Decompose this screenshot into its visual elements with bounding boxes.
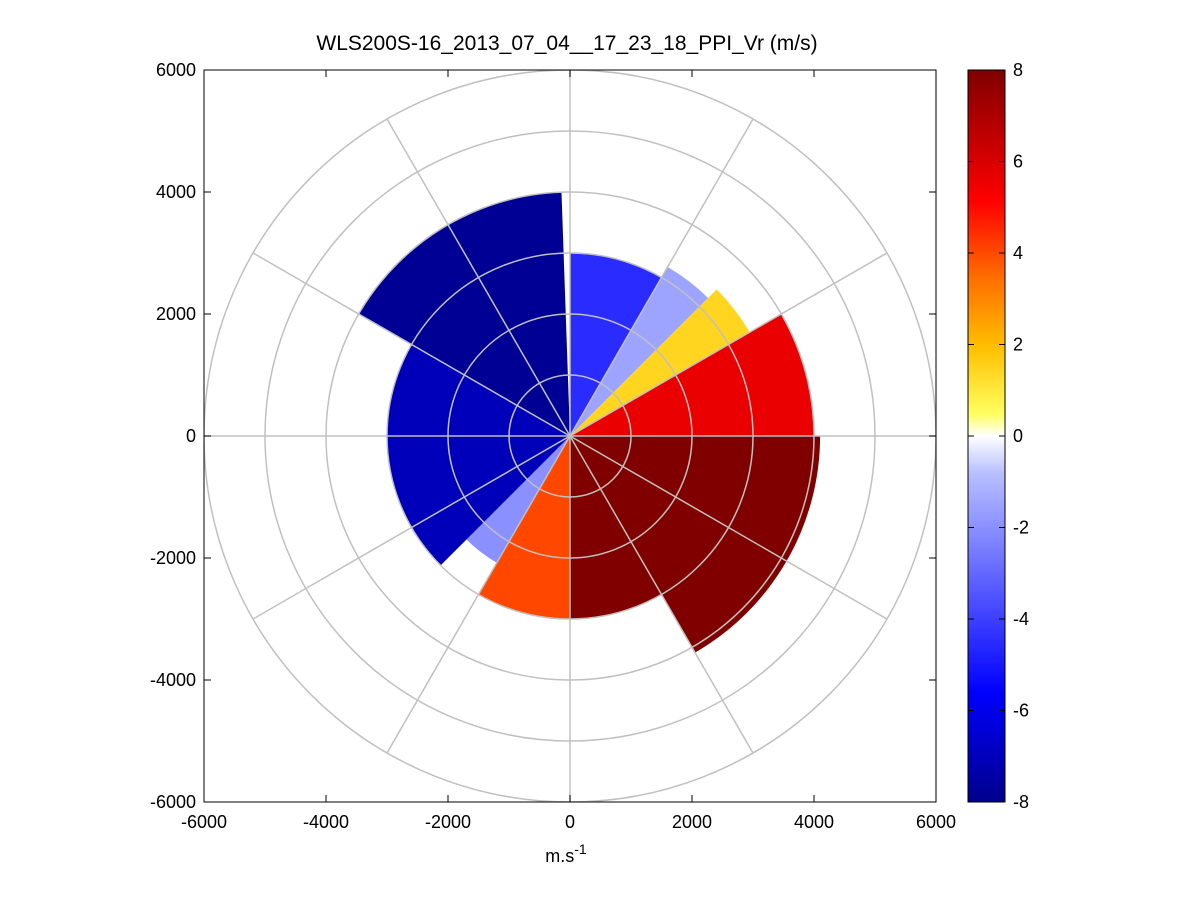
x-tick-label: 6000: [916, 812, 956, 832]
x-tick-label: 2000: [672, 812, 712, 832]
spoke-210: [386, 435, 571, 754]
velocity-sector-2: [570, 266, 709, 436]
x-tick-label: -6000: [181, 812, 227, 832]
x-tick-label: -4000: [303, 812, 349, 832]
y-tick-label: -2000: [150, 548, 196, 568]
velocity-sector-10: [358, 192, 570, 436]
x-axis-label: m.s-1: [545, 841, 587, 866]
y-tick-label: -6000: [150, 792, 196, 812]
velocity-sector-8: [466, 436, 570, 563]
colorbar-ticks: -8 -6 -4 -2 0 2 4 6 8: [968, 60, 1029, 812]
x-axis-label-exponent: -1: [574, 841, 587, 857]
y-tick-label: 6000: [156, 60, 196, 80]
velocity-sector-7: [478, 436, 570, 619]
y-tick-label: 0: [186, 426, 196, 446]
y-tick-label: -4000: [150, 670, 196, 690]
colorbar-tick-label: 8: [1013, 60, 1023, 80]
spoke-240: [252, 435, 571, 620]
spoke-60: [569, 252, 888, 437]
x-axis-label-base: m.s: [545, 846, 574, 866]
colorbar: [967, 69, 1006, 803]
colorbar-tick-label: -2: [1013, 518, 1029, 538]
velocity-sector-4: [570, 314, 814, 436]
spoke-330: [386, 118, 571, 437]
velocity-sector-3: [570, 289, 750, 436]
y-axis: -6000 -4000 -2000 0 2000 4000 6000: [150, 60, 936, 812]
velocity-sector-9: [387, 344, 570, 566]
spoke-150: [569, 435, 754, 754]
polar-grid: [204, 70, 936, 802]
colorbar-tick-label: 0: [1013, 426, 1023, 446]
velocity-field: [358, 192, 821, 653]
velocity-sector-1: [570, 253, 662, 436]
spoke-300: [252, 252, 571, 437]
colorbar-tick-label: 4: [1013, 243, 1023, 263]
y-tick-label: 2000: [156, 304, 196, 324]
x-axis: -6000 -4000 -2000 0 2000 4000 6000: [181, 70, 956, 832]
chart-title: WLS200S-16_2013_07_04__17_23_18_PPI_Vr (…: [316, 32, 817, 55]
velocity-sector-6: [570, 436, 662, 619]
spoke-120: [569, 435, 888, 620]
x-tick-label: 4000: [794, 812, 834, 832]
spoke-30: [569, 118, 754, 437]
colorbar-tick-label: 2: [1013, 335, 1023, 355]
colorbar-tick-label: -4: [1013, 609, 1029, 629]
colorbar-tick-label: -8: [1013, 792, 1029, 812]
x-tick-label: -2000: [425, 812, 471, 832]
velocity-sector-5: [570, 436, 821, 653]
colorbar-tick-label: 6: [1013, 152, 1023, 172]
x-tick-label: 0: [565, 812, 575, 832]
colorbar-tick-label: -6: [1013, 701, 1029, 721]
y-tick-label: 4000: [156, 182, 196, 202]
